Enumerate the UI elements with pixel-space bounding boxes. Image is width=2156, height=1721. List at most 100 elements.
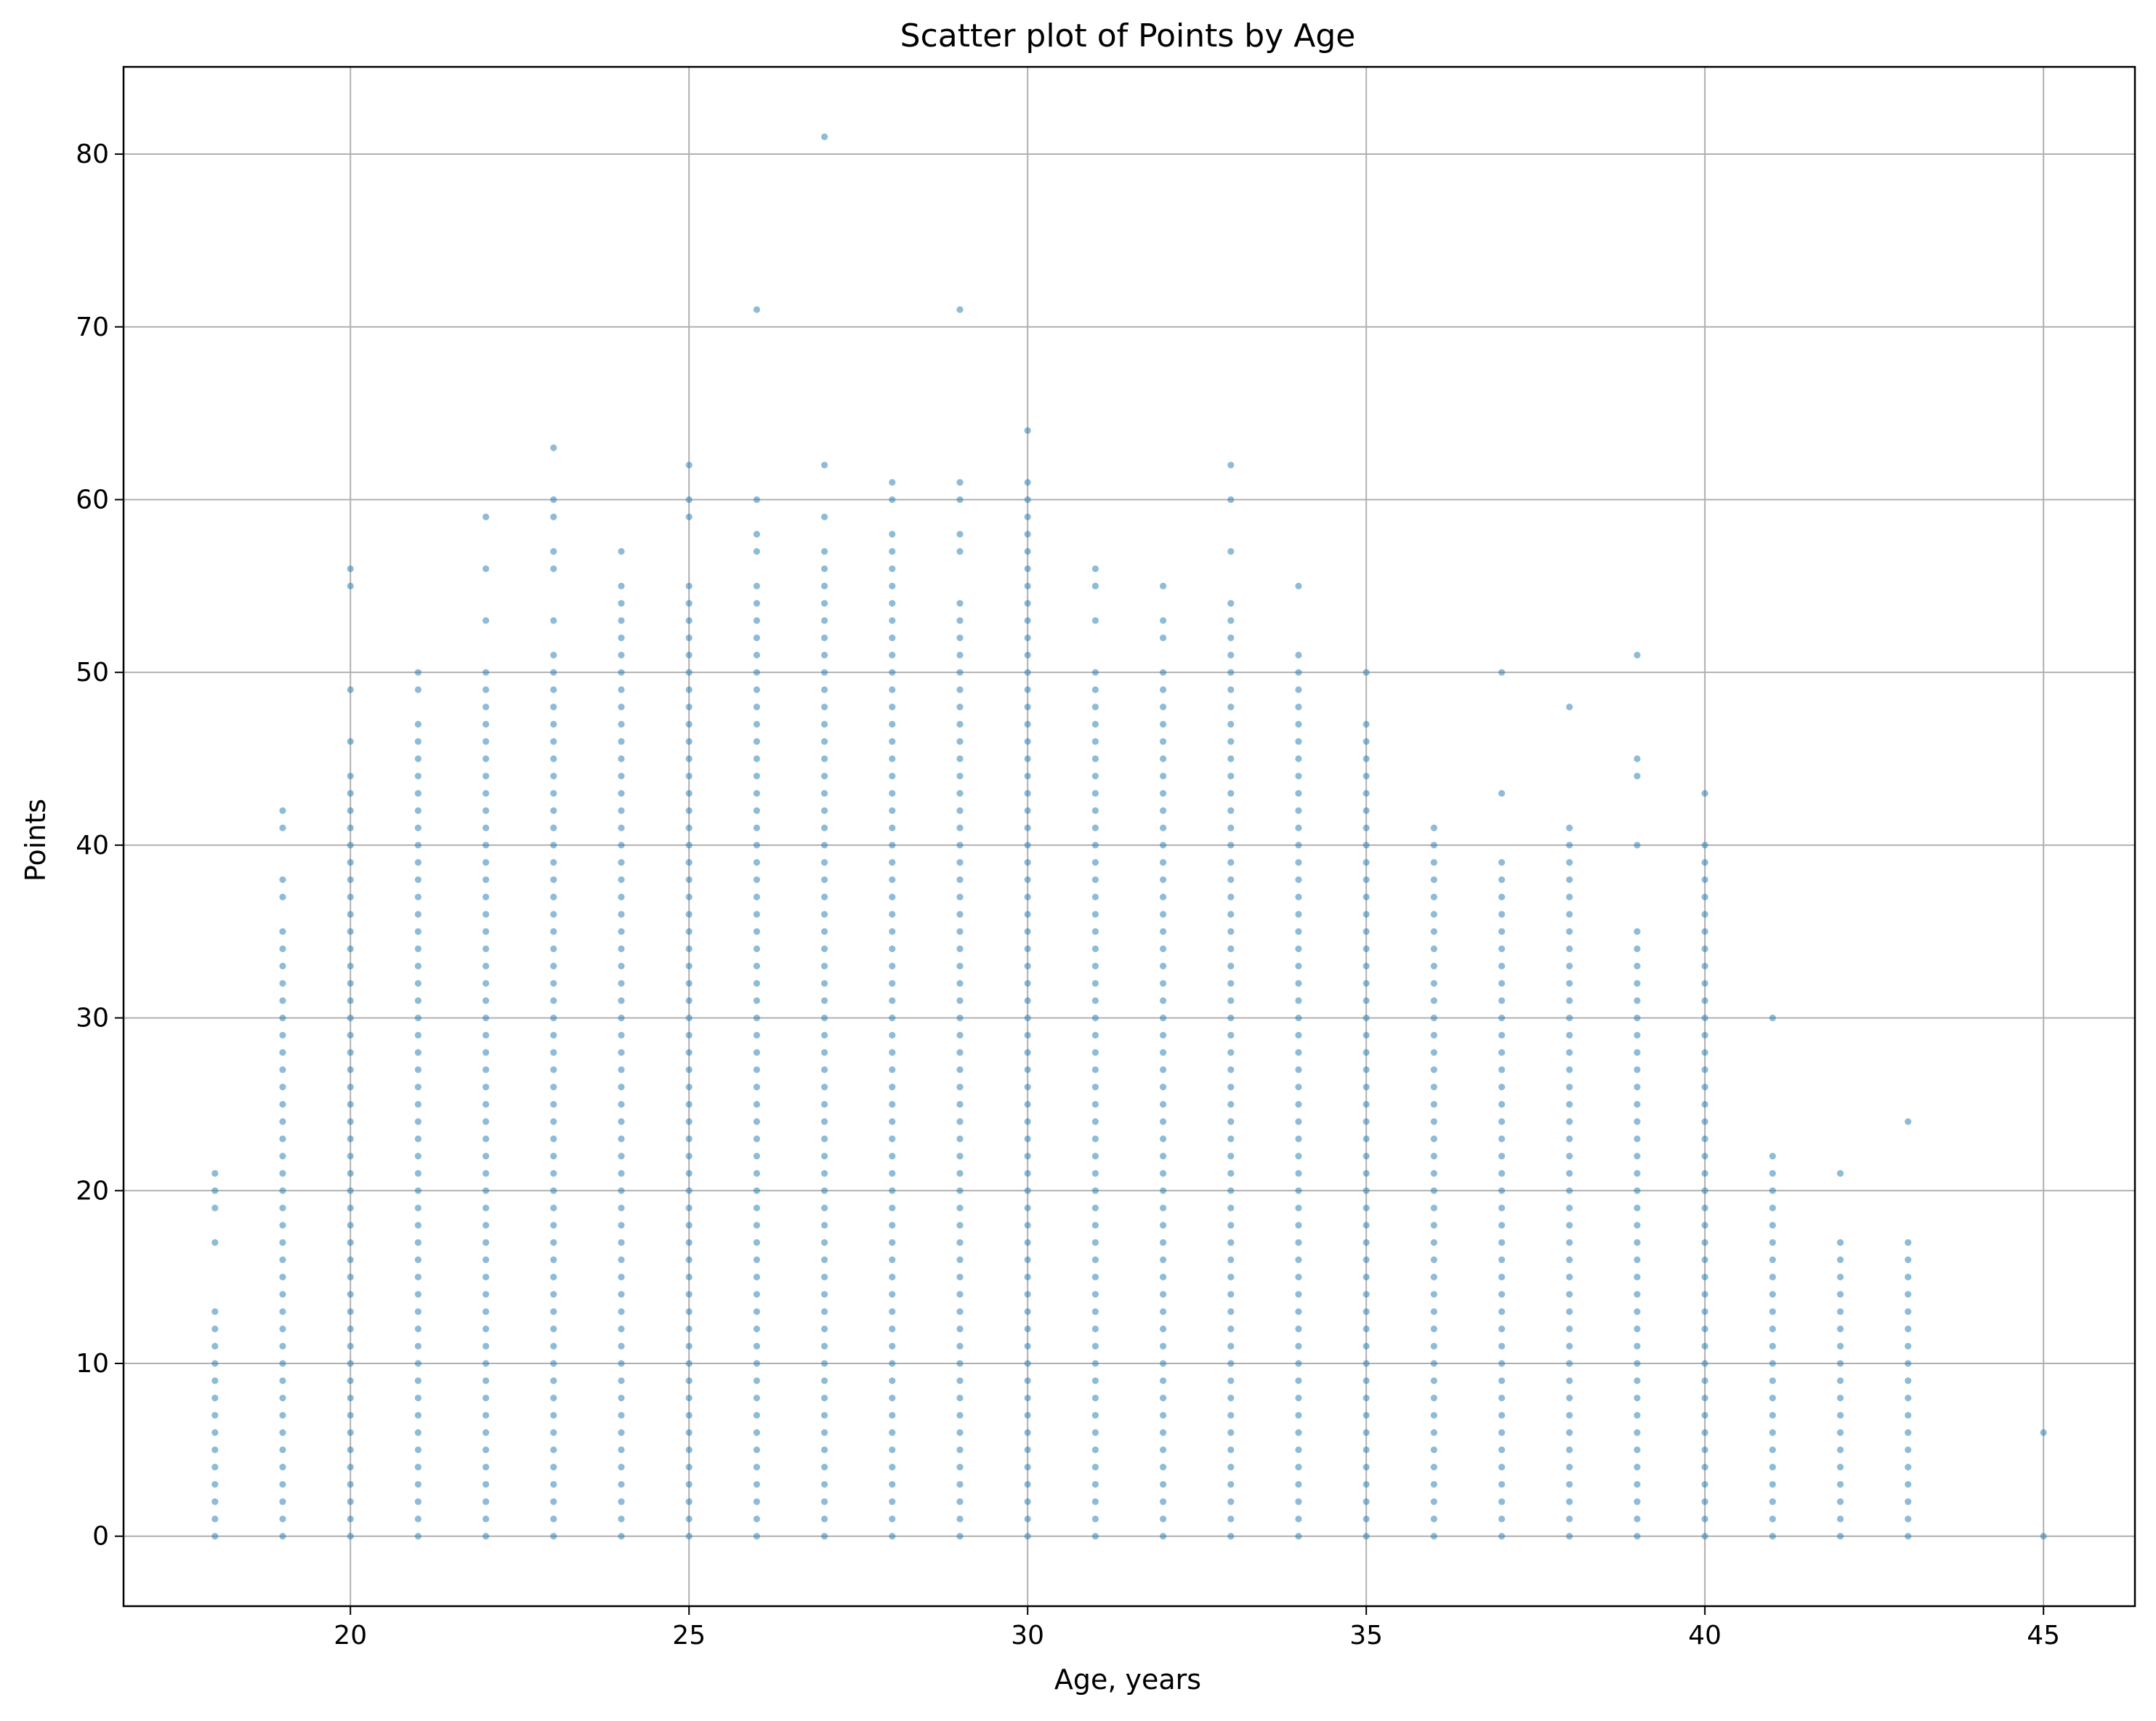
data-point: [821, 1273, 828, 1281]
data-point: [889, 1360, 896, 1367]
data-point: [618, 773, 625, 780]
data-point: [211, 1169, 219, 1177]
data-point: [618, 1049, 625, 1056]
data-point: [483, 1100, 490, 1108]
data-point: [1024, 669, 1031, 676]
data-point: [1091, 1014, 1099, 1022]
data-point: [618, 686, 625, 693]
data-point: [1227, 1411, 1235, 1419]
data-point: [889, 997, 896, 1004]
data-point: [1024, 893, 1031, 900]
data-point: [1091, 1256, 1099, 1263]
data-point: [1566, 945, 1573, 953]
data-point: [1159, 1118, 1167, 1125]
data-point: [889, 479, 896, 486]
data-point: [618, 1342, 625, 1350]
data-point: [347, 1222, 354, 1229]
data-point: [1024, 1360, 1031, 1367]
data-point: [1498, 1049, 1506, 1056]
data-point: [889, 1273, 896, 1281]
data-point: [414, 1429, 422, 1436]
data-point: [347, 738, 354, 745]
data-point: [889, 859, 896, 866]
data-point: [1227, 1533, 1235, 1540]
data-point: [1295, 669, 1302, 676]
data-point: [347, 824, 354, 831]
data-point: [1091, 1533, 1099, 1540]
data-point: [685, 842, 693, 849]
data-point: [618, 1084, 625, 1091]
data-point: [1024, 1169, 1031, 1177]
data-point: [347, 686, 354, 693]
data-point: [685, 720, 693, 728]
data-point: [1498, 1446, 1506, 1454]
data-point: [1905, 1446, 1912, 1454]
data-point: [1024, 755, 1031, 762]
data-point: [685, 1273, 693, 1281]
data-point: [414, 1411, 422, 1419]
data-point: [1024, 1446, 1031, 1454]
data-point: [685, 1411, 693, 1419]
data-point: [685, 911, 693, 918]
data-point: [1024, 1135, 1031, 1142]
data-point: [753, 1411, 761, 1419]
data-point: [1701, 1377, 1708, 1385]
data-point: [685, 1342, 693, 1350]
data-point: [1905, 1118, 1912, 1125]
data-point: [956, 1084, 964, 1091]
data-point: [1362, 1429, 1370, 1436]
data-point: [1430, 962, 1437, 970]
data-point: [1024, 1118, 1031, 1125]
data-point: [1227, 1515, 1235, 1523]
data-points: [211, 133, 2047, 1540]
data-point: [1159, 1239, 1167, 1246]
data-point: [1024, 807, 1031, 814]
data-point: [821, 1325, 828, 1333]
y-tick-label: 10: [76, 1349, 109, 1379]
data-point: [483, 945, 490, 953]
data-point: [889, 1153, 896, 1160]
data-point: [279, 997, 286, 1004]
data-point: [347, 1446, 354, 1454]
data-point: [889, 1308, 896, 1315]
data-point: [279, 1273, 286, 1281]
data-point: [550, 962, 557, 970]
data-point: [1227, 1394, 1235, 1402]
data-point: [347, 1411, 354, 1419]
data-point: [685, 1031, 693, 1039]
data-point: [1566, 1169, 1573, 1177]
data-point: [279, 1084, 286, 1091]
data-point: [1498, 859, 1506, 866]
data-point: [1566, 911, 1573, 918]
data-point: [956, 842, 964, 849]
data-point: [279, 1429, 286, 1436]
data-point: [1024, 876, 1031, 884]
data-point: [1566, 893, 1573, 900]
data-point: [618, 634, 625, 642]
data-point: [821, 876, 828, 884]
data-point: [821, 911, 828, 918]
data-point: [618, 755, 625, 762]
data-point: [1362, 1377, 1370, 1385]
data-point: [483, 513, 490, 520]
data-point: [1634, 1239, 1641, 1246]
data-point: [753, 755, 761, 762]
data-point: [1362, 1533, 1370, 1540]
data-point: [1091, 1222, 1099, 1229]
data-point: [483, 1308, 490, 1315]
data-point: [347, 876, 354, 884]
data-point: [821, 462, 828, 469]
data-point: [279, 1014, 286, 1022]
data-point: [1566, 1273, 1573, 1281]
data-point: [550, 945, 557, 953]
data-point: [956, 1187, 964, 1194]
data-point: [1430, 1084, 1437, 1091]
data-point: [956, 755, 964, 762]
data-point: [1430, 1480, 1437, 1488]
data-point: [1024, 1084, 1031, 1091]
data-point: [618, 1014, 625, 1022]
data-point: [1634, 1187, 1641, 1194]
data-point: [483, 1291, 490, 1298]
data-point: [1430, 1464, 1437, 1471]
data-point: [1498, 1204, 1506, 1212]
